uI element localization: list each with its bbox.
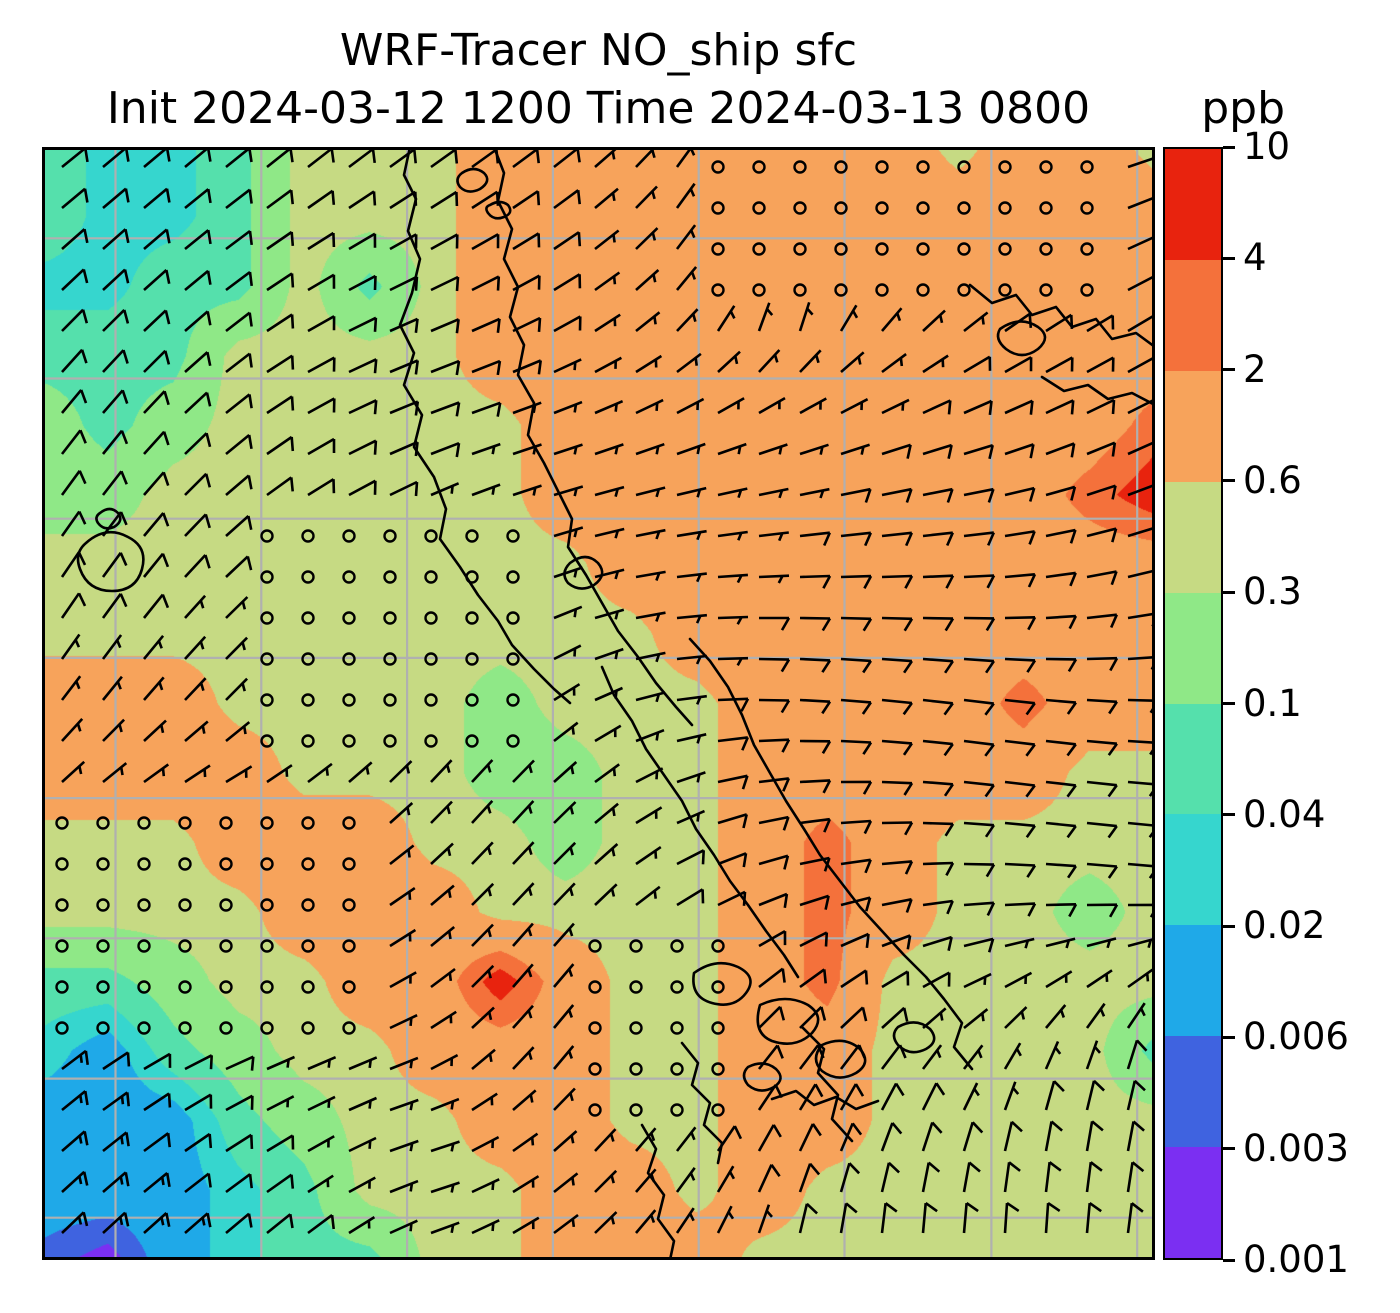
map-frame (42, 147, 1155, 1260)
wind-barb-staffs (60, 147, 1155, 1235)
coastline-path (398, 147, 572, 705)
colorbar-tick-label: 4 (1243, 236, 1267, 280)
colorbar-segment (1165, 592, 1221, 704)
colorbar-tick-mark (1223, 1035, 1235, 1039)
wind-barbs-layer (55, 147, 1155, 1235)
map-overlay (42, 147, 1155, 1260)
colorbar-units-label: ppb (1201, 83, 1285, 134)
colorbar-tick-label: 10 (1243, 125, 1291, 168)
colorbar-tick-mark (1223, 924, 1235, 928)
coastline-path (800, 1025, 854, 1143)
colorbar (1163, 147, 1223, 1260)
colorbar-segment (1165, 1147, 1221, 1259)
colorbar-tick-mark (1223, 590, 1235, 594)
coastline-path (492, 147, 694, 727)
colorbar-segment (1165, 1036, 1221, 1148)
coastline-path (770, 1089, 880, 1111)
coastline-path (456, 167, 489, 193)
coastline-path (485, 200, 512, 220)
coastline-path (1040, 375, 1155, 407)
colorbar-segment (1165, 149, 1221, 260)
colorbar-tick-mark (1223, 1258, 1235, 1262)
colorbar-tick-label: 0.02 (1243, 904, 1326, 948)
map-panel (42, 147, 1155, 1260)
colorbar-tick-label: 0.04 (1243, 792, 1326, 836)
figure-subtitle: Init 2024-03-12 1200 Time 2024-03-13 080… (106, 83, 1091, 134)
wind-barb-flags (74, 147, 1155, 1234)
coastline-path (692, 961, 752, 1006)
coastline-path (996, 320, 1047, 357)
colorbar-segment (1165, 481, 1221, 593)
colorbar-tick-mark (1223, 479, 1235, 483)
coastline-path (892, 1021, 936, 1054)
colorbar-tick-mark (1223, 368, 1235, 372)
colorbar-tick-mark (1223, 145, 1235, 149)
colorbar-tick-label: 0.006 (1243, 1015, 1349, 1059)
colorbar-segment (1165, 259, 1221, 371)
colorbar-segment (1165, 925, 1221, 1037)
colorbar-segment (1165, 814, 1221, 926)
colorbar-tick-mark (1223, 813, 1235, 817)
coastline-path (688, 637, 974, 1071)
colorbar-tick-mark (1223, 702, 1235, 705)
colorbar-tick-label: 0.3 (1243, 570, 1302, 614)
calm-wind-circles (55, 160, 1094, 1117)
colorbar-segment (1165, 703, 1221, 815)
coastline-path (76, 530, 145, 593)
coastline-path (968, 283, 1155, 349)
coastline-path (95, 507, 122, 530)
colorbar-tick-label: 0.003 (1243, 1126, 1349, 1170)
colorbar-tick-mark (1223, 256, 1235, 260)
colorbar-tick-label: 0.6 (1243, 458, 1302, 502)
coastline-path (756, 997, 820, 1045)
colorbar-tick-mark (1223, 1147, 1235, 1151)
coastline-path (814, 1039, 867, 1079)
figure-title: WRF-Tracer NO_ship sfc (339, 25, 858, 76)
coastline-path (640, 1123, 676, 1260)
colorbar-tick-label: 0.1 (1243, 681, 1302, 725)
colorbar-tick-label: 2 (1243, 347, 1267, 391)
coastline-path (600, 665, 800, 979)
coastline-path (563, 555, 604, 590)
coastline-path (680, 1041, 724, 1165)
colorbar-segment (1165, 370, 1221, 482)
colorbar-tick-label: 0.001 (1243, 1238, 1349, 1281)
